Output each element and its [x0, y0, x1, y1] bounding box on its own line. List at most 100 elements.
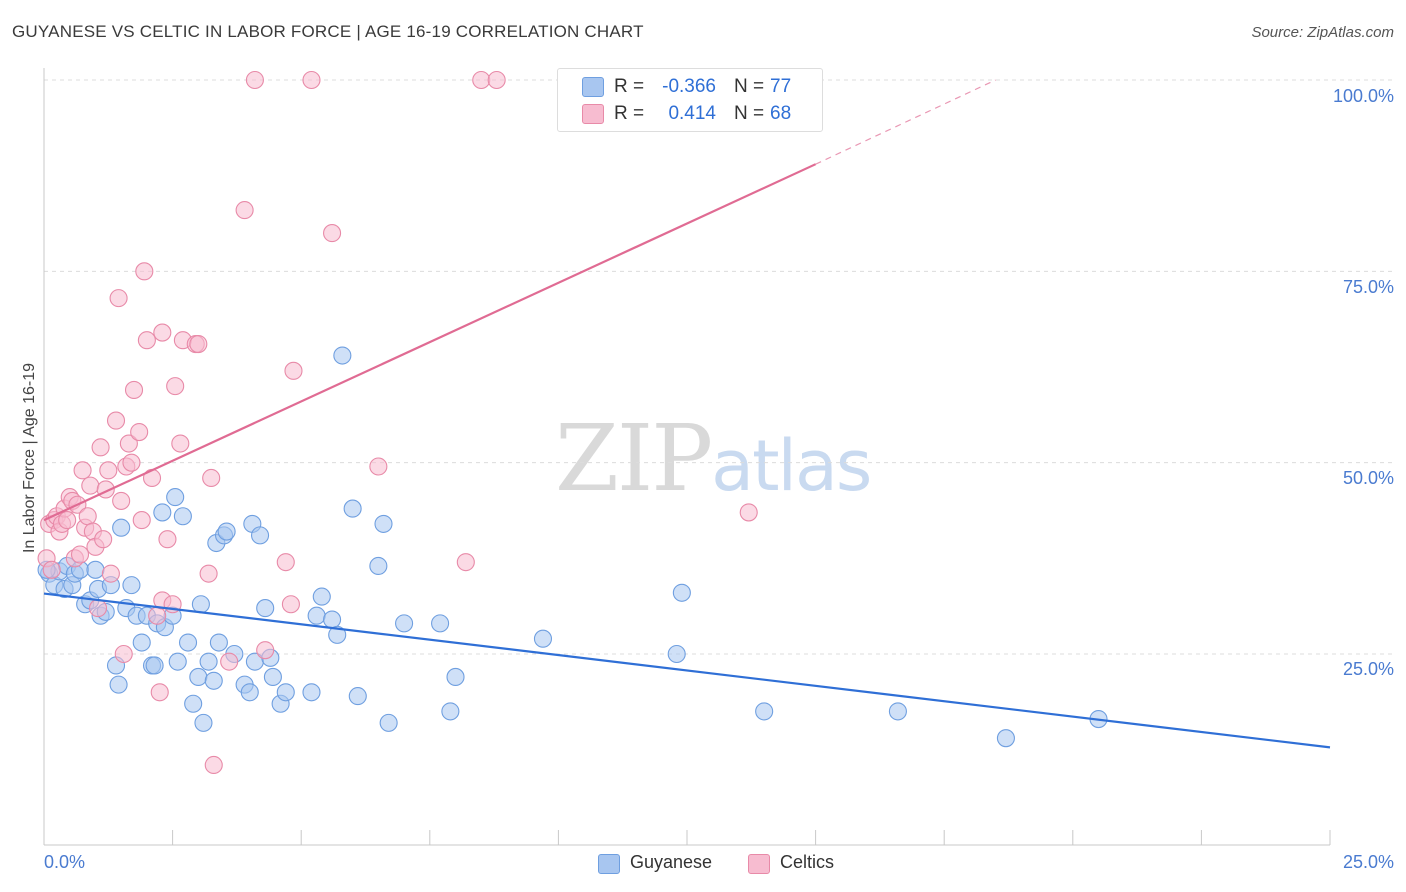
point-celtics	[204, 755, 223, 775]
point-guyanese	[276, 683, 295, 702]
point-celtics	[189, 334, 208, 354]
point-guyanese	[533, 629, 553, 648]
series-label-guyanese: Guyanese	[630, 852, 713, 872]
point-celtics	[472, 70, 491, 90]
stats-legend: R = -0.366 N = 77 R = 0.414 N = 68	[557, 68, 823, 132]
point-celtics	[487, 70, 506, 90]
point-guyanese	[343, 499, 362, 518]
point-guyanese	[86, 560, 105, 579]
legend-swatch-celtics	[582, 104, 604, 124]
point-guyanese	[263, 667, 282, 687]
point-celtics	[323, 224, 342, 243]
point-guyanese	[333, 346, 352, 365]
series-legend: Guyanese Celtics	[0, 852, 1406, 878]
point-celtics	[256, 641, 275, 660]
point-guyanese	[122, 576, 141, 595]
y-tick-label-50: 50.0%	[1342, 468, 1394, 488]
point-celtics	[220, 652, 239, 671]
point-guyanese	[256, 599, 275, 618]
point-celtics	[88, 599, 108, 618]
point-celtics	[276, 553, 295, 572]
point-guyanese	[369, 556, 388, 576]
y-tick-label-75: 75.0%	[1342, 277, 1394, 297]
point-guyanese	[328, 625, 347, 644]
point-celtics	[135, 262, 154, 281]
point-celtics	[119, 434, 138, 453]
watermark-atlas: atlas	[711, 425, 872, 507]
series-swatch-celtics	[748, 854, 770, 874]
point-celtics	[94, 530, 113, 549]
point-celtics	[99, 461, 118, 480]
point-guyanese	[888, 702, 907, 721]
point-celtics	[281, 595, 300, 614]
y-axis-label: In Labor Force | Age 16-19	[21, 362, 38, 554]
point-celtics	[148, 606, 167, 625]
point-guyanese	[109, 675, 128, 694]
point-guyanese	[302, 683, 321, 702]
point-guyanese	[379, 713, 398, 732]
point-guyanese	[191, 595, 210, 614]
point-guyanese	[441, 702, 460, 721]
point-celtics	[70, 545, 90, 564]
point-guyanese	[240, 683, 259, 702]
point-celtics	[166, 377, 185, 396]
point-guyanese	[199, 652, 218, 671]
point-guyanese	[168, 652, 187, 671]
point-celtics	[124, 380, 144, 400]
point-guyanese	[166, 488, 185, 507]
point-celtics	[106, 411, 126, 430]
point-celtics	[202, 468, 221, 488]
point-guyanese	[374, 514, 393, 533]
point-celtics	[58, 511, 77, 530]
point-guyanese	[112, 518, 131, 537]
series-swatch-guyanese	[598, 854, 620, 874]
point-guyanese	[145, 656, 164, 675]
legend-n-label: N =	[734, 103, 765, 124]
point-celtics	[245, 70, 264, 90]
point-guyanese	[250, 526, 270, 545]
point-guyanese	[667, 644, 686, 664]
point-celtics	[42, 560, 61, 579]
trendline-guyanese	[43, 592, 1331, 749]
legend-r-label: R =	[614, 103, 645, 124]
point-celtics	[137, 331, 156, 350]
point-guyanese	[204, 671, 223, 690]
point-celtics	[73, 461, 92, 480]
point-celtics	[456, 553, 475, 572]
point-guyanese	[132, 633, 151, 652]
y-tick-label-100: 100.0%	[1332, 86, 1394, 106]
source-label: Source: ZipAtlas.com	[1251, 24, 1394, 41]
legend-row-guyanese: R = -0.366 N = 77	[558, 74, 822, 100]
point-guyanese	[173, 507, 192, 526]
legend-r-value: 0.414	[668, 103, 716, 124]
point-celtics	[302, 70, 321, 90]
legend-swatch-guyanese	[582, 77, 604, 97]
point-guyanese	[194, 713, 213, 732]
point-guyanese	[996, 729, 1015, 748]
x-tick-label-min: 0.0%	[44, 852, 86, 872]
point-celtics	[235, 201, 254, 220]
point-guyanese	[307, 606, 326, 625]
point-guyanese	[446, 667, 465, 687]
legend-n-value: 68	[770, 103, 792, 124]
point-celtics	[81, 476, 100, 495]
legend-r-label: R =	[614, 76, 645, 97]
point-guyanese	[209, 633, 228, 652]
trendline-extension-celtics	[815, 79, 996, 165]
legend-r-value: -0.366	[662, 76, 716, 97]
point-guyanese	[395, 614, 414, 633]
legend-n-value: 77	[770, 76, 792, 97]
watermark: ZIPatlas	[555, 405, 872, 512]
x-tick-label-max: 25.0%	[1342, 852, 1394, 872]
point-celtics	[112, 491, 131, 510]
point-celtics	[369, 457, 388, 476]
point-guyanese	[755, 702, 774, 721]
point-guyanese	[348, 687, 367, 706]
point-guyanese	[178, 633, 198, 652]
point-guyanese	[323, 610, 342, 629]
y-tick-label-25: 25.0%	[1342, 659, 1394, 679]
point-celtics	[78, 507, 97, 526]
point-celtics	[158, 530, 177, 549]
point-guyanese	[672, 583, 691, 602]
point-celtics	[132, 511, 151, 530]
